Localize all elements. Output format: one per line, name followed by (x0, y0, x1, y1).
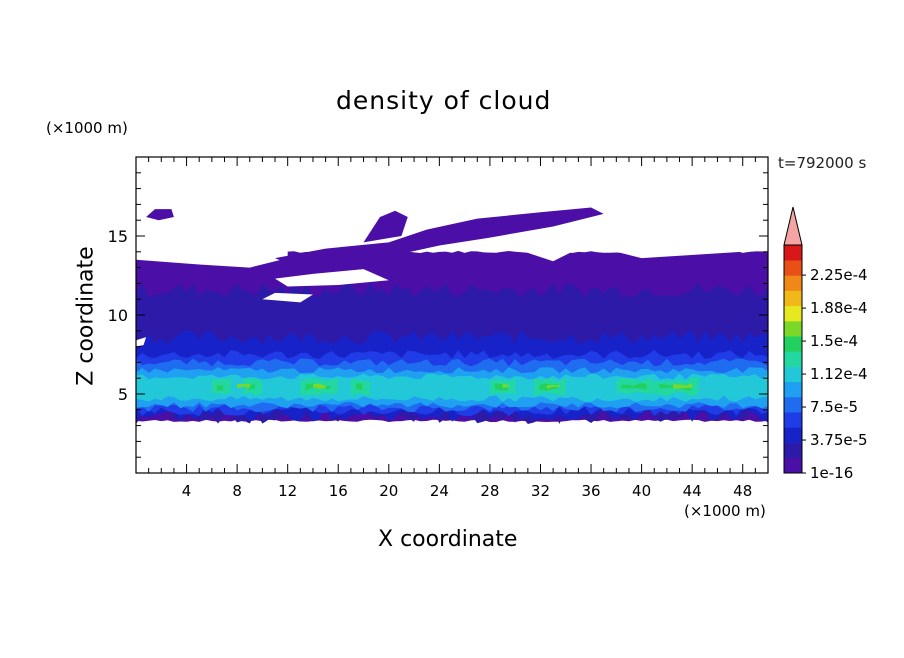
colorbar-swatch (784, 397, 802, 413)
field-peak-1 (312, 383, 326, 389)
colorbar: 1e-16 3.75e-5 7.5e-5 1.12e-4 1.5e-4 1.88e-4 2.… (783, 206, 868, 482)
x-axis-label: X coordinate (378, 527, 518, 552)
colorbar-swatch (784, 381, 802, 398)
y-axis: 5 10 15 (108, 172, 768, 458)
clear-air-gap-1 (275, 269, 389, 287)
colorbar-swatch (784, 260, 802, 276)
clear-air-gap-4 (603, 248, 768, 259)
colorbar-swatch (784, 427, 802, 443)
colorbar-label: 2.25e-4 (810, 266, 868, 284)
field-cell-core-0 (216, 385, 224, 391)
colorbar-label: 1.5e-4 (810, 332, 858, 350)
colorbar-swatch (784, 442, 802, 459)
colorbar-swatch (784, 351, 802, 367)
colorbar-swatch (784, 290, 802, 307)
colorbar-swatch (784, 366, 802, 383)
upper-cloud-layer (275, 207, 604, 270)
x-tick-label: 44 (683, 482, 702, 500)
field-peak-0 (237, 383, 250, 389)
field-cell-core-1 (248, 383, 255, 390)
density-field (136, 207, 768, 424)
x-tick-label: 24 (430, 482, 449, 500)
field-peak-2 (502, 384, 509, 388)
x-axis-unit: (×1000 m) (684, 502, 766, 520)
time-label: t=792000 s (778, 154, 867, 172)
x-tick-label: 16 (329, 482, 348, 500)
y-tick-label: 10 (108, 306, 128, 325)
x-tick-label: 20 (379, 482, 398, 500)
clear-air-gap-3 (515, 248, 579, 262)
y-tick-label: 5 (118, 385, 128, 404)
upper-cloud-fragment (146, 209, 174, 221)
field-band-7 (136, 373, 768, 402)
colorbar-label: 7.5e-5 (810, 398, 858, 416)
colorbar-label: 1.12e-4 (810, 365, 868, 383)
colorbar-swatch (784, 321, 802, 337)
clear-air-gap-2 (262, 292, 313, 303)
colorbar-swatch (784, 457, 802, 474)
x-tick-label: 40 (632, 482, 651, 500)
chart-title: density of cloud (336, 86, 552, 115)
x-tick-label: 48 (733, 482, 752, 500)
clear-air-gap-5 (136, 337, 147, 347)
x-axis: 4 8 12 16 20 24 28 32 36 40 44 48 (148, 157, 756, 500)
x-tick-label: 8 (232, 482, 242, 500)
y-axis-unit: (×1000 m) (46, 119, 128, 137)
clear-air-gap-0 (136, 248, 288, 268)
colorbar-extend-arrow (783, 206, 803, 246)
colorbar-label: 3.75e-5 (810, 431, 868, 449)
colorbar-swatch (784, 275, 802, 291)
x-tick-label: 4 (182, 482, 192, 500)
upper-cloud-patch (363, 210, 408, 243)
colorbar-label: 1e-16 (810, 464, 853, 482)
field-peak-3 (546, 385, 560, 389)
field-cell-core-3 (355, 383, 363, 391)
colorbar-frame (783, 244, 803, 474)
colorbar-swatch (784, 305, 802, 322)
colorbar-label: 1.88e-4 (810, 299, 868, 317)
y-tick-label: 15 (108, 227, 128, 246)
x-tick-label: 32 (531, 482, 550, 500)
x-tick-label: 36 (581, 482, 600, 500)
colorbar-swatch (784, 412, 802, 428)
field-cell-core-6 (621, 383, 647, 390)
colorbar-swatch (784, 245, 802, 261)
colorbar-swatch (784, 336, 802, 352)
field-peak-4 (673, 383, 693, 389)
x-tick-label: 28 (480, 482, 499, 500)
x-tick-label: 12 (278, 482, 297, 500)
y-axis-label: Z coordinate (73, 246, 99, 386)
